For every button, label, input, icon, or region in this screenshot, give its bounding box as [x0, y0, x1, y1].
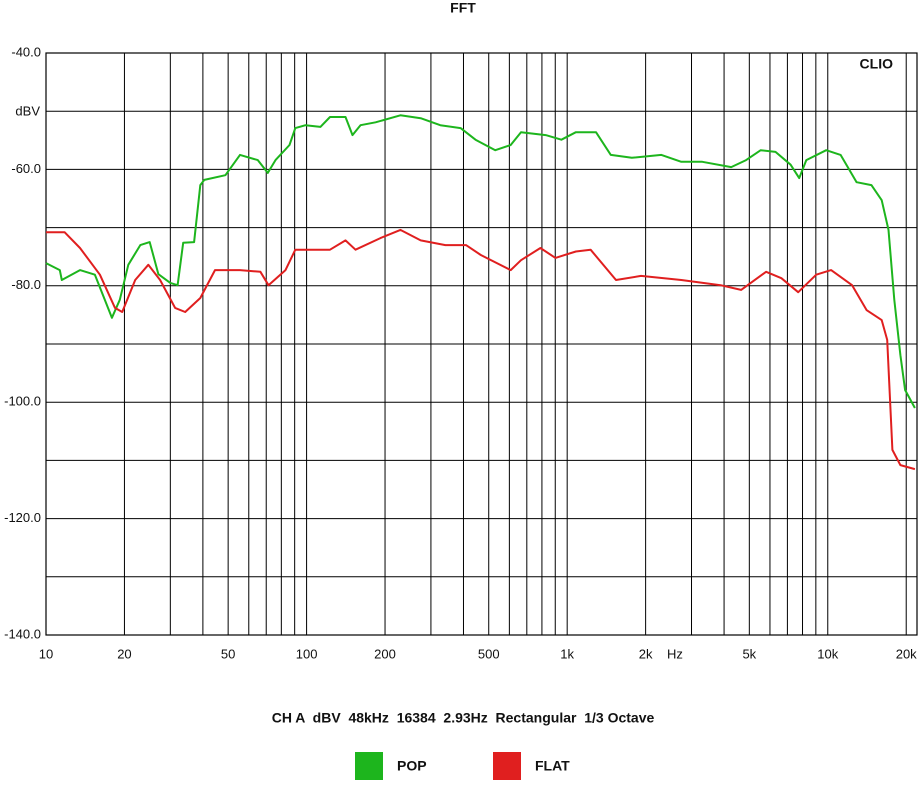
x-tick-label: 1k	[560, 646, 574, 661]
x-tick-label: 5k	[742, 646, 756, 661]
x-axis-label: Hz	[667, 646, 683, 661]
legend-label: POP	[397, 758, 427, 774]
x-tick-label: 500	[478, 646, 500, 661]
plot-border	[45, 52, 918, 636]
footer: CH A dBV 48kHz 16384 2.93Hz Rectangular …	[272, 710, 655, 726]
y-tick-label: -100.0	[4, 394, 41, 409]
x-tick-label: 2k	[639, 646, 653, 661]
x-tick-label: 50	[221, 646, 235, 661]
chart-title: FFT	[450, 0, 476, 16]
series-line	[46, 228, 916, 471]
x-tick-label: 10k	[817, 646, 838, 661]
y-tick-label: -60.0	[11, 161, 41, 176]
x-tick-label: 10	[39, 646, 53, 661]
legend-label: FLAT	[535, 758, 570, 774]
x-tick-label: 200	[374, 646, 396, 661]
y-tick-label: -120.0	[4, 510, 41, 525]
legend-swatch	[493, 752, 521, 780]
series-line	[45, 114, 916, 409]
x-tick-label: 20	[117, 646, 131, 661]
x-tick-label: 100	[296, 646, 318, 661]
y-tick-label: -80.0	[11, 277, 41, 292]
corner-label: CLIO	[860, 56, 894, 72]
y-tick-label: -40.0	[11, 44, 41, 59]
legend-swatch	[355, 752, 383, 780]
y-tick-label: -140.0	[4, 626, 41, 641]
x-tick-label: 20k	[896, 646, 917, 661]
y-axis-label: dBV	[15, 103, 40, 118]
